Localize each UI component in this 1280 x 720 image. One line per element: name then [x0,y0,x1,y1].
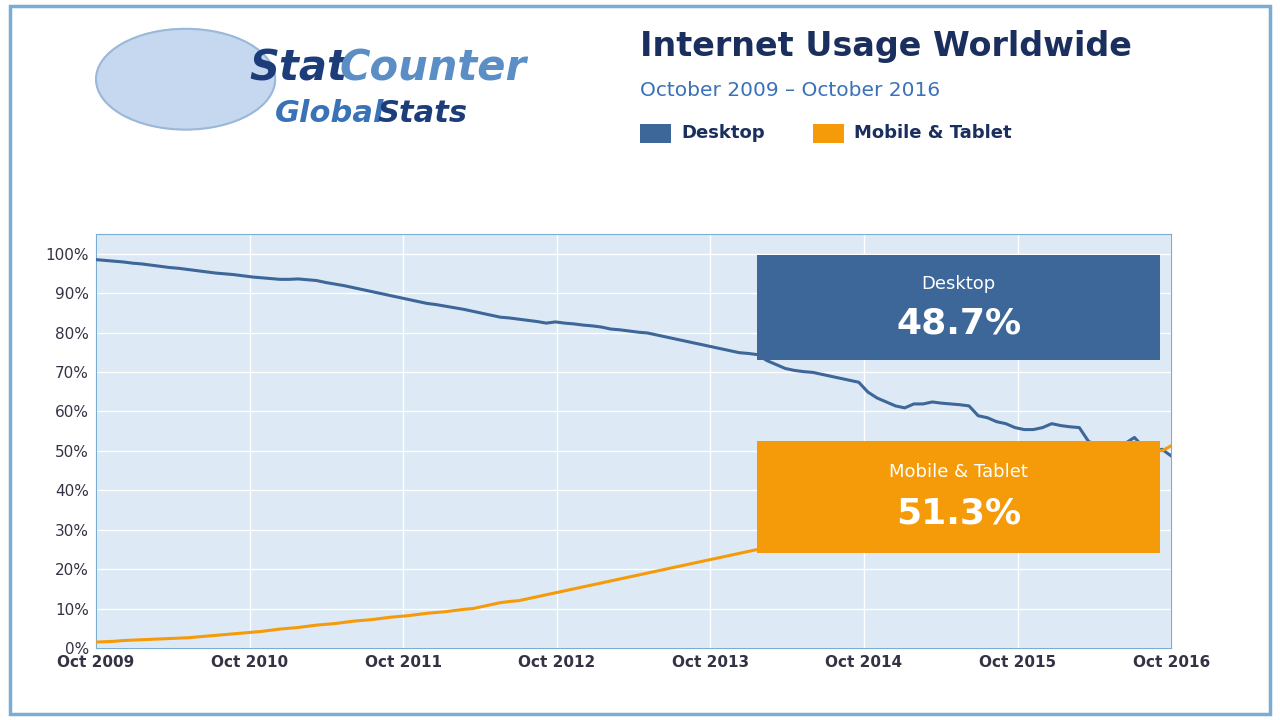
Text: October 2009 – October 2016: October 2009 – October 2016 [640,81,940,99]
Text: Counter: Counter [339,48,526,89]
FancyBboxPatch shape [758,255,1161,360]
Text: Stats: Stats [378,99,467,127]
Text: 48.7%: 48.7% [896,306,1021,341]
Text: Desktop: Desktop [922,275,996,293]
Text: Mobile & Tablet: Mobile & Tablet [890,463,1028,481]
Text: Stat: Stat [250,48,347,89]
Text: 51.3%: 51.3% [896,497,1021,531]
FancyBboxPatch shape [758,441,1161,553]
Text: Internet Usage Worldwide: Internet Usage Worldwide [640,30,1132,63]
Text: Mobile & Tablet: Mobile & Tablet [854,124,1011,143]
Text: Global: Global [275,99,385,127]
Text: Desktop: Desktop [681,124,764,143]
